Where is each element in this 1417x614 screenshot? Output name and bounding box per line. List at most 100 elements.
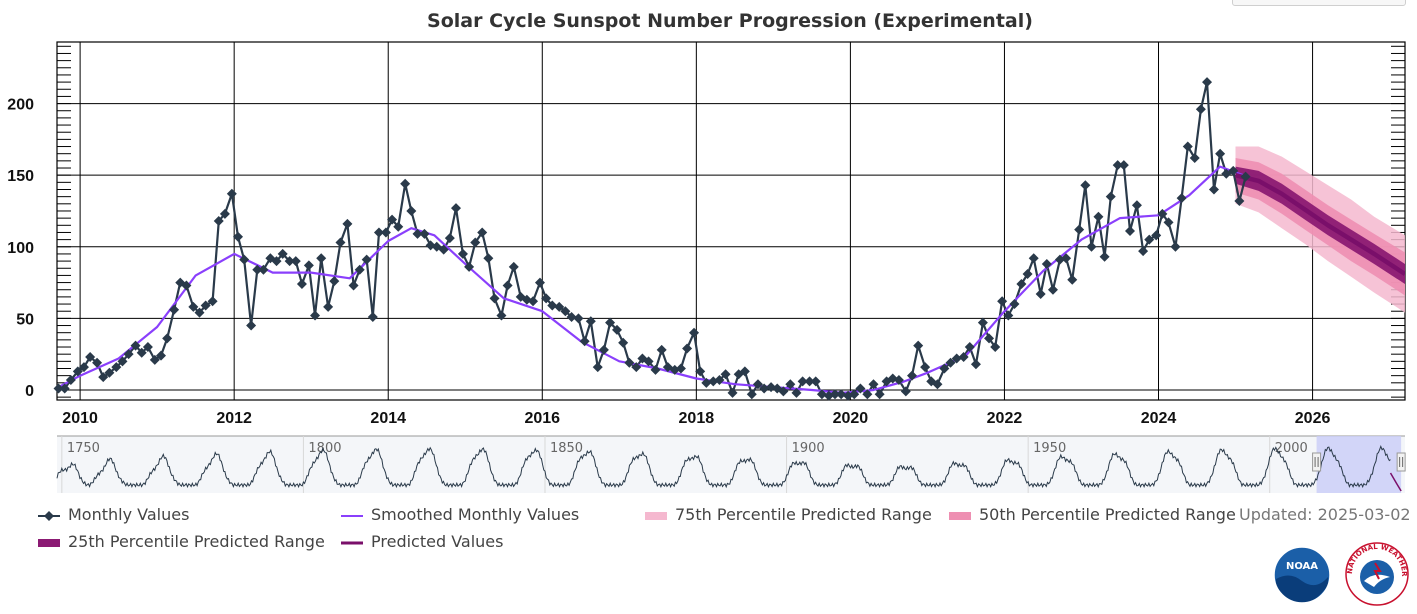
legend-item-pred-75[interactable]: 75th Percentile Predicted Range [645,505,932,524]
monthly-point [1182,141,1193,152]
monthly-point [1028,253,1039,264]
navigator-year-label: 1850 [550,441,583,456]
monthly-point [1195,104,1206,115]
monthly-point [554,301,565,312]
monthly-point [752,379,763,390]
x-tick-label: 2020 [833,410,869,427]
monthly-point [489,293,500,304]
monthly-point [778,386,789,397]
x-tick-label: 2016 [524,410,560,427]
monthly-point [1035,289,1046,300]
monthly-point [72,366,83,377]
monthly-point [746,389,757,400]
legend-item-monthly[interactable]: Monthly Values [38,505,189,524]
navigator-handle-right[interactable] [1396,452,1406,472]
export-menu-button[interactable] [1232,0,1406,6]
monthly-point [1022,268,1033,279]
legend-label-pred-75: 75th Percentile Predicted Range [675,505,932,524]
legend-label-smoothed: Smoothed Monthly Values [371,505,580,524]
navigator-history-line [56,444,1391,489]
legend-item-pred-50[interactable]: 50th Percentile Predicted Range [949,505,1236,524]
monthly-point [130,340,141,351]
x-tick-label: 2024 [1141,410,1177,427]
noaa-logo[interactable]: NOAA [1272,545,1332,610]
monthly-point [893,374,904,385]
monthly-point [977,317,988,328]
monthly-point [913,340,924,351]
monthly-point [290,256,301,267]
monthly-point [258,264,269,275]
monthly-point [316,253,327,264]
axis-tick-labels: 2010 2012 2014 2016 2018 2020 2022 2024 2026 0 50 1… [7,97,1330,427]
monthly-point [53,383,64,394]
monthly-point [162,333,173,344]
monthly-point [213,216,224,226]
monthly-point [618,337,629,348]
monthly-point [547,300,558,311]
monthly-point [958,352,969,363]
legend-item-predicted[interactable]: Predicted Values [341,532,503,551]
monthly-point [1061,253,1072,264]
predicted-values-line [1234,173,1405,276]
monthly-point [585,316,596,327]
monthly-point [984,333,995,344]
monthly-point [457,248,468,259]
monthly-point [862,389,873,400]
monthly-point [284,256,295,267]
monthly-point [970,359,981,370]
monthly-point [528,296,539,307]
monthly-point [367,311,378,322]
monthly-point [354,264,365,275]
handle-box [1312,452,1322,472]
monthly-point [791,387,802,398]
monthly-point [200,300,211,311]
legend-item-pred-25[interactable]: 25th Percentile Predicted Range [38,532,325,551]
monthly-point [296,279,307,290]
monthly-point [342,218,353,229]
monthly-point [1163,217,1174,228]
monthly-point [412,228,423,239]
legend-label-pred-50: 50th Percentile Predicted Range [979,505,1236,524]
monthly-point [393,221,404,232]
monthly-point [785,379,796,390]
legend-item-smoothed[interactable]: Smoothed Monthly Values [341,505,579,524]
monthly-point [387,214,398,225]
monthly-point [142,342,153,353]
monthly-point [323,301,334,312]
legend-label-monthly: Monthly Values [68,505,190,524]
nws-logo[interactable]: NATIONAL WEATHER SERVICE [1341,535,1410,612]
monthly-point [419,228,430,239]
monthly-point [643,356,654,367]
monthly-point [1228,165,1239,176]
monthly-point [907,370,918,381]
monthly-markers [53,77,1251,401]
monthly-point [239,254,250,265]
x-tick-label: 2022 [987,410,1023,427]
monthly-point [951,353,962,364]
monthly-point [1215,148,1226,159]
navigator-handle-left[interactable] [1312,452,1322,472]
monthly-point [1086,241,1097,252]
monthly-point [759,383,770,394]
monthly-point [605,317,616,328]
monthly-point [502,280,513,291]
monthly-point [689,327,700,338]
monthly-point [1189,152,1200,163]
grid-lines [57,42,1405,400]
monthly-point [701,377,712,388]
navigator[interactable]: 1750 1800 1850 1900 1950 2000 [56,435,1406,493]
monthly-point [219,208,230,219]
legend-symbol-pred-75 [645,508,667,522]
navigator-background [57,436,1405,493]
monthly-point [348,280,359,291]
monthly-point [1125,226,1136,237]
monthly-point [939,363,950,374]
chart-title: Solar Cycle Sunspot Number Progression (… [427,10,1033,32]
navigator-year-label: 1950 [1033,441,1066,456]
monthly-point [932,379,943,390]
monthly-point [1118,160,1129,171]
monthly-point [149,354,160,365]
pred-range-25 [1235,166,1405,284]
monthly-point [945,357,956,368]
